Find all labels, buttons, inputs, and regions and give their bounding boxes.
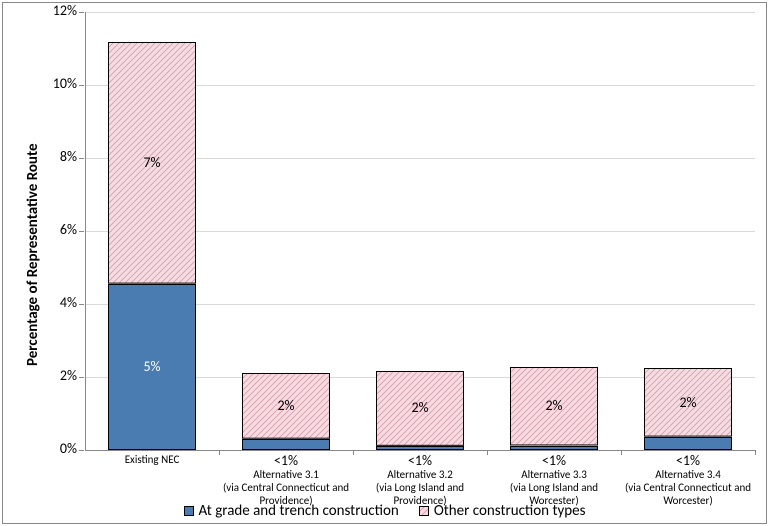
category-label-line2: (via Long Island and Providence) [353,481,487,507]
category-label-line1: Existing NEC [85,453,219,466]
y-tick-mark [79,450,84,451]
legend-swatch-icon [184,506,194,516]
y-tick-mark [79,304,84,305]
bar-label-other: 2% [277,397,294,414]
bar-label-other: 7% [143,154,160,171]
bar-label-at-grade: <1% [408,452,432,469]
category-label: Alternative 3.2(via Long Island and Prov… [353,468,487,507]
y-tick-mark [79,158,84,159]
y-tick-mark [79,85,84,86]
x-tick-mark [353,450,354,455]
y-tick-label: 12% [43,2,77,19]
category-label: Alternative 3.1(via Central Connecticut … [219,468,353,507]
y-tick-mark [79,12,84,13]
x-axis-line [85,450,755,451]
x-tick-mark [219,450,220,455]
y-tick-label: 4% [43,294,77,311]
bar-at-grade [644,437,732,450]
x-tick-mark [621,450,622,455]
bar-label-at-grade: <1% [542,452,566,469]
plot-area: 5%7%<1%2%<1%2%<1%2%<1%2% [85,12,755,450]
bar-at-grade [510,446,598,450]
y-tick-label: 10% [43,75,77,92]
bar-label-at-grade: <1% [676,452,700,469]
y-tick-label: 2% [43,367,77,384]
bar-at-grade [242,439,330,450]
category-label: Alternative 3.4(via Central Connecticut … [621,468,755,507]
y-tick-label: 6% [43,221,77,238]
legend-swatch-icon [419,506,429,516]
y-axis-line [85,12,86,450]
category-label-line2: (via Central Connecticut and Providence) [219,481,353,507]
category-label-line1: Alternative 3.2 [353,468,487,481]
bar-label-at-grade: 5% [143,358,160,375]
category-label: Existing NEC [85,453,219,466]
category-label-line2: (via Long Island and Worcester) [487,481,621,507]
category-label-line1: Alternative 3.3 [487,468,621,481]
category-label-line1: Alternative 3.4 [621,468,755,481]
category-label-line2: (via Central Connecticut and Worcester) [621,481,755,507]
bar-label-at-grade: <1% [274,452,298,469]
y-tick-label: 8% [43,148,77,165]
bar-label-other: 2% [545,397,562,414]
category-label-line1: Alternative 3.1 [219,468,353,481]
y-tick-label: 0% [43,440,77,457]
y-axis-title: Percentage of Representative Route [24,143,42,366]
y-tick-mark [79,231,84,232]
x-tick-mark [487,450,488,455]
category-label: Alternative 3.3(via Long Island and Worc… [487,468,621,507]
bar-at-grade [376,446,464,450]
grid-line [85,12,755,13]
x-tick-mark [755,450,756,455]
bar-label-other: 2% [411,399,428,416]
y-tick-mark [79,377,84,378]
bar-label-other: 2% [679,394,696,411]
